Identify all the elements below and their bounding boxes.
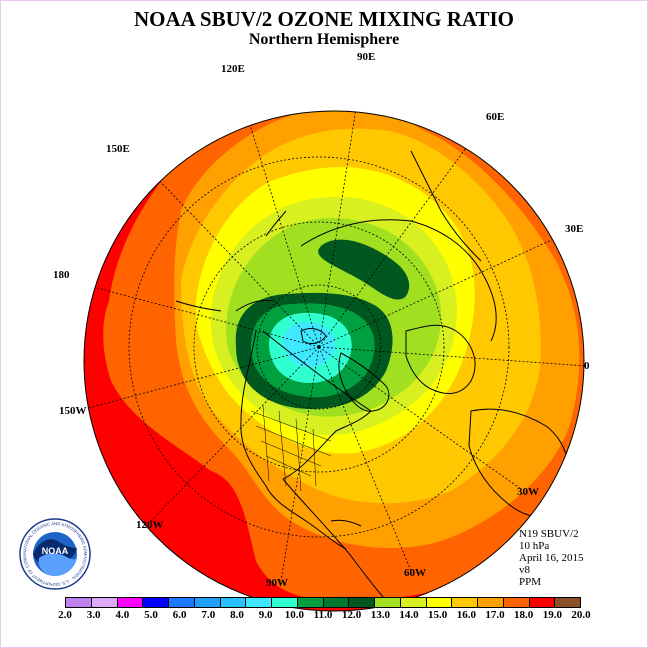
- us-states: [250, 405, 332, 492]
- map-subtitle: Northern Hemisphere: [248, 31, 400, 48]
- info-pressure: 10 hPa: [519, 540, 550, 552]
- colorbar-tick-label: 6.0: [172, 609, 187, 621]
- colorbar-tick-label: 15.0: [428, 609, 448, 621]
- colorbar-segment: [323, 598, 350, 607]
- colorbar-tick-label: 5.0: [144, 609, 158, 621]
- logo-text: NOAA: [42, 546, 69, 556]
- lon-label-150e: 150E: [106, 143, 130, 155]
- info-version: v8: [519, 564, 530, 576]
- longitude-lines: [84, 111, 584, 582]
- colorbar-tick-label: 14.0: [399, 609, 419, 621]
- colorbar-tick-label: 8.0: [230, 609, 244, 621]
- lon-label-90w: 90W: [266, 577, 288, 589]
- lat-circle-0: [128, 156, 510, 538]
- colorbar-tick-label: 20.0: [571, 609, 591, 621]
- colorbar-segment: [503, 598, 530, 607]
- lat-circle-60: [256, 284, 382, 410]
- colorbar-segment: [66, 598, 92, 607]
- colorbar-tick-label: 13.0: [370, 609, 390, 621]
- colorbar-tick-label: 16.0: [456, 609, 476, 621]
- lon-label-60e: 60E: [486, 111, 505, 123]
- info-date: April 16, 2015: [519, 552, 584, 564]
- lon-label-180: 180: [53, 269, 70, 281]
- colorbar-segment: [117, 598, 144, 607]
- colorbar-segment: [143, 598, 169, 607]
- noaa-logo: NATIONAL OCEANIC AND ATMOSPHERIC ADMINIS…: [19, 518, 91, 590]
- lon-label-90e: 90E: [357, 51, 376, 63]
- coastlines: [175, 150, 571, 611]
- colorbar-tick-label: 4.0: [115, 609, 130, 621]
- colorbar-tick-label: 18.0: [514, 609, 534, 621]
- colorbar-segment: [91, 598, 118, 607]
- colorbar-segment: [375, 598, 401, 607]
- colorbar-tick-label: 10.0: [284, 609, 304, 621]
- info-units: PPM: [519, 576, 542, 588]
- colorbar-segment: [400, 598, 427, 607]
- colorbar-tick-label: 17.0: [485, 609, 505, 621]
- lon-label-60w: 60W: [404, 567, 426, 579]
- contour-band-11-12-arc: [318, 239, 410, 300]
- colorbar-segment: [246, 598, 272, 607]
- lat-circle-30: [193, 221, 445, 473]
- colorbar-ticks: 2.0 3.0 4.0 5.0 6.0 7.0 8.0 9.0 10.0 11.0 12.0 13.0…: [1, 609, 647, 623]
- colorbar-tick-label: 11.0: [313, 609, 333, 621]
- colorbar-segment: [349, 598, 375, 607]
- lon-label-120w: 120W: [136, 519, 164, 531]
- colorbar-segment: [478, 598, 504, 607]
- lon-label-30w: 30W: [517, 486, 539, 498]
- info-instrument: N19 SBUV/2: [519, 528, 579, 540]
- colorbar-tick-label: 7.0: [201, 609, 216, 621]
- colorbar-segment: [169, 598, 195, 607]
- contour-band-8-9: [283, 321, 335, 367]
- map-title: NOAA SBUV/2 OZONE MIXING RATIO: [134, 7, 514, 31]
- colorbar-tick-label: 9.0: [258, 609, 273, 621]
- lon-label-30e: 30E: [565, 223, 584, 235]
- latitude-circles: [128, 156, 510, 538]
- lon-label-120e: 120E: [221, 63, 245, 75]
- colorbar-segment: [297, 598, 324, 607]
- colorbar-segment: [529, 598, 556, 607]
- lon-label-0: 0: [584, 360, 590, 372]
- colorbar-segment: [426, 598, 453, 607]
- colorbar-segment: [272, 598, 298, 607]
- colorbar-tick-label: 2.0: [58, 609, 72, 621]
- info-block: N19 SBUV/2 10 hPa April 16, 2015 v8 PPM: [519, 528, 583, 588]
- colorbar-tick-label: 19.0: [542, 609, 562, 621]
- colorbar-tick-label: 12.0: [342, 609, 362, 621]
- colorbar-segment: [220, 598, 247, 607]
- colorbar-tick-label: 3.0: [86, 609, 101, 621]
- colorbar-segment: [555, 598, 580, 607]
- map-boundary: [83, 110, 585, 612]
- lon-label-150w: 150W: [59, 405, 87, 417]
- colorbar-segment: [194, 598, 221, 607]
- colorbar-segment: [452, 598, 478, 607]
- colorbar: [65, 597, 581, 608]
